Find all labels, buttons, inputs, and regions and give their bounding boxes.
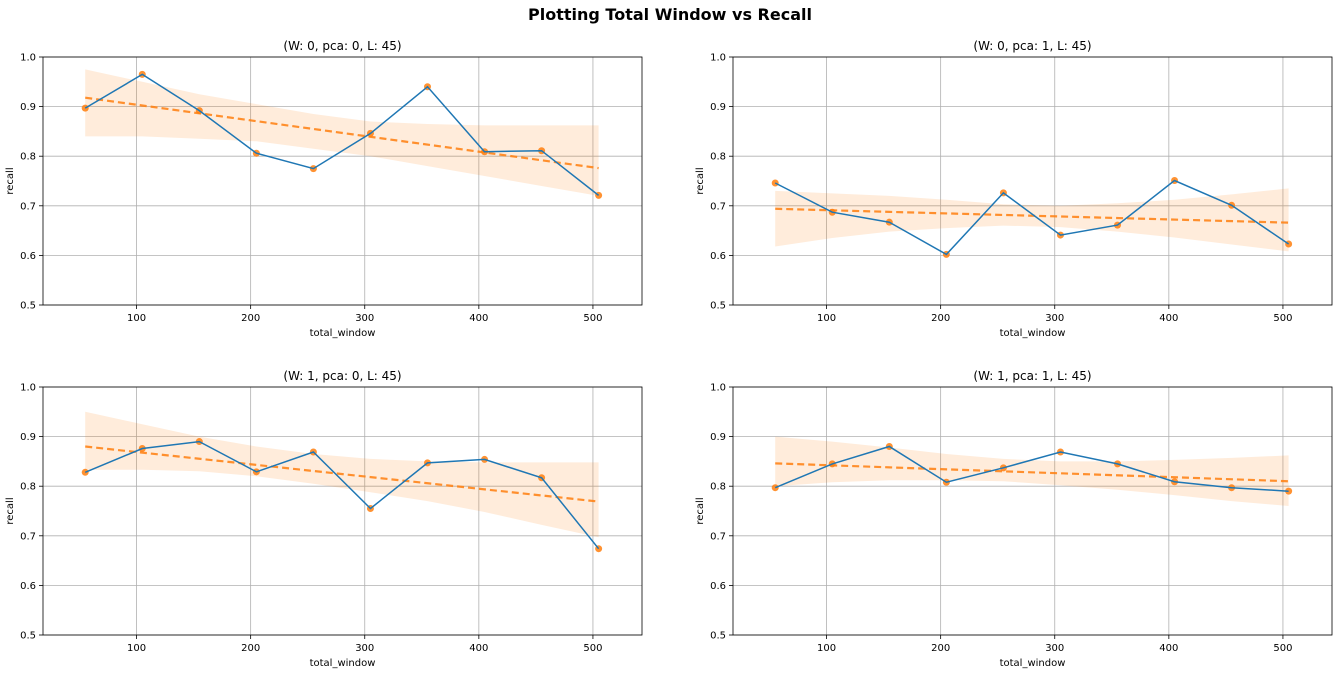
y-tick-label: 0.5 — [710, 301, 726, 312]
y-tick-label: 0.5 — [20, 631, 36, 642]
y-axis-label: recall — [5, 167, 16, 194]
data-point — [1285, 487, 1293, 495]
subplot-4: 100 200 300 400 500 0.5 0.6 0.7 0.8 0.9 1.0 (W: 1, … — [695, 369, 1333, 669]
x-tick-label: 100 — [127, 643, 146, 654]
y-tick-label: 0.5 — [710, 631, 726, 642]
x-axis-label: total_window — [310, 328, 376, 339]
subplot-title: (W: 1, pca: 0, L: 45) — [283, 369, 401, 383]
y-tick-label: 0.6 — [710, 251, 726, 262]
axes-frame — [732, 56, 1333, 306]
y-tick-label: 0.5 — [20, 301, 36, 312]
x-tick-label: 500 — [1273, 643, 1292, 654]
x-tick-label: 400 — [469, 643, 488, 654]
x-tick-label: 300 — [1045, 313, 1064, 324]
series-line — [84, 73, 600, 196]
x-tick-label: 500 — [583, 643, 602, 654]
subplot-title: (W: 1, pca: 1, L: 45) — [973, 369, 1091, 383]
x-tick-label: 200 — [931, 643, 950, 654]
x-tick-label: 100 — [817, 313, 836, 324]
x-axis-label: total_window — [1000, 328, 1066, 339]
subplot-1: 100 200 300 400 500 0.5 0.6 0.7 0.8 0.9 1.0 (W: 0, … — [5, 39, 643, 339]
x-tick-label: 400 — [469, 313, 488, 324]
x-axis-label: total_window — [1000, 658, 1066, 669]
subplot-title: (W: 0, pca: 0, L: 45) — [283, 39, 401, 53]
y-tick-label: 1.0 — [710, 383, 726, 394]
x-axis-label: total_window — [310, 658, 376, 669]
x-tick-label: 400 — [1159, 313, 1178, 324]
y-tick-label: 0.7 — [20, 531, 36, 542]
y-tick-label: 0.8 — [20, 482, 36, 493]
y-tick-label: 0.7 — [710, 531, 726, 542]
y-axis-label: recall — [695, 497, 706, 524]
y-axis-label: recall — [5, 497, 16, 524]
x-tick-label: 300 — [1045, 643, 1064, 654]
x-tick-label: 400 — [1159, 643, 1178, 654]
x-tick-label: 500 — [583, 313, 602, 324]
confidence-band — [775, 188, 1289, 252]
y-axis-label: recall — [695, 167, 706, 194]
x-tick-label: 200 — [241, 643, 260, 654]
subplot-2: 100 200 300 400 500 0.5 0.6 0.7 0.8 0.9 1.0 (W: 0, … — [695, 39, 1333, 339]
trend-line — [85, 96, 599, 170]
series-line — [84, 440, 600, 550]
series-line — [774, 179, 1290, 256]
y-tick-label: 0.8 — [20, 152, 36, 163]
x-tick-label: 200 — [241, 313, 260, 324]
trend-line — [85, 445, 599, 503]
y-tick-label: 0.7 — [710, 201, 726, 212]
y-tick-label: 0.9 — [20, 102, 36, 113]
axes-frame — [732, 386, 1333, 636]
y-tick-label: 1.0 — [20, 383, 36, 394]
y-tick-label: 0.6 — [20, 251, 36, 262]
subplot-3: 100 200 300 400 500 0.5 0.6 0.7 0.8 0.9 1.0 (W: 1, … — [5, 369, 643, 669]
y-tick-label: 0.6 — [20, 581, 36, 592]
y-tick-label: 0.8 — [710, 152, 726, 163]
axes-frame — [42, 56, 643, 306]
y-tick-label: 0.6 — [710, 581, 726, 592]
subplot-title: (W: 0, pca: 1, L: 45) — [973, 39, 1091, 53]
series-line — [774, 445, 1289, 492]
y-tick-label: 1.0 — [20, 53, 36, 64]
y-tick-label: 0.8 — [710, 482, 726, 493]
y-tick-label: 0.9 — [20, 432, 36, 443]
x-tick-label: 300 — [355, 313, 374, 324]
x-tick-label: 200 — [931, 313, 950, 324]
trend-line — [775, 207, 1289, 224]
trend-line — [775, 462, 1289, 483]
y-tick-label: 0.7 — [20, 201, 36, 212]
y-tick-label: 0.9 — [710, 432, 726, 443]
x-tick-label: 100 — [817, 643, 836, 654]
axes-frame — [42, 386, 643, 636]
x-tick-label: 100 — [127, 313, 146, 324]
y-tick-label: 1.0 — [710, 53, 726, 64]
x-tick-label: 500 — [1273, 313, 1292, 324]
figure-title: Plotting Total Window vs Recall — [528, 5, 812, 24]
x-tick-label: 300 — [355, 643, 374, 654]
y-tick-label: 0.9 — [710, 102, 726, 113]
